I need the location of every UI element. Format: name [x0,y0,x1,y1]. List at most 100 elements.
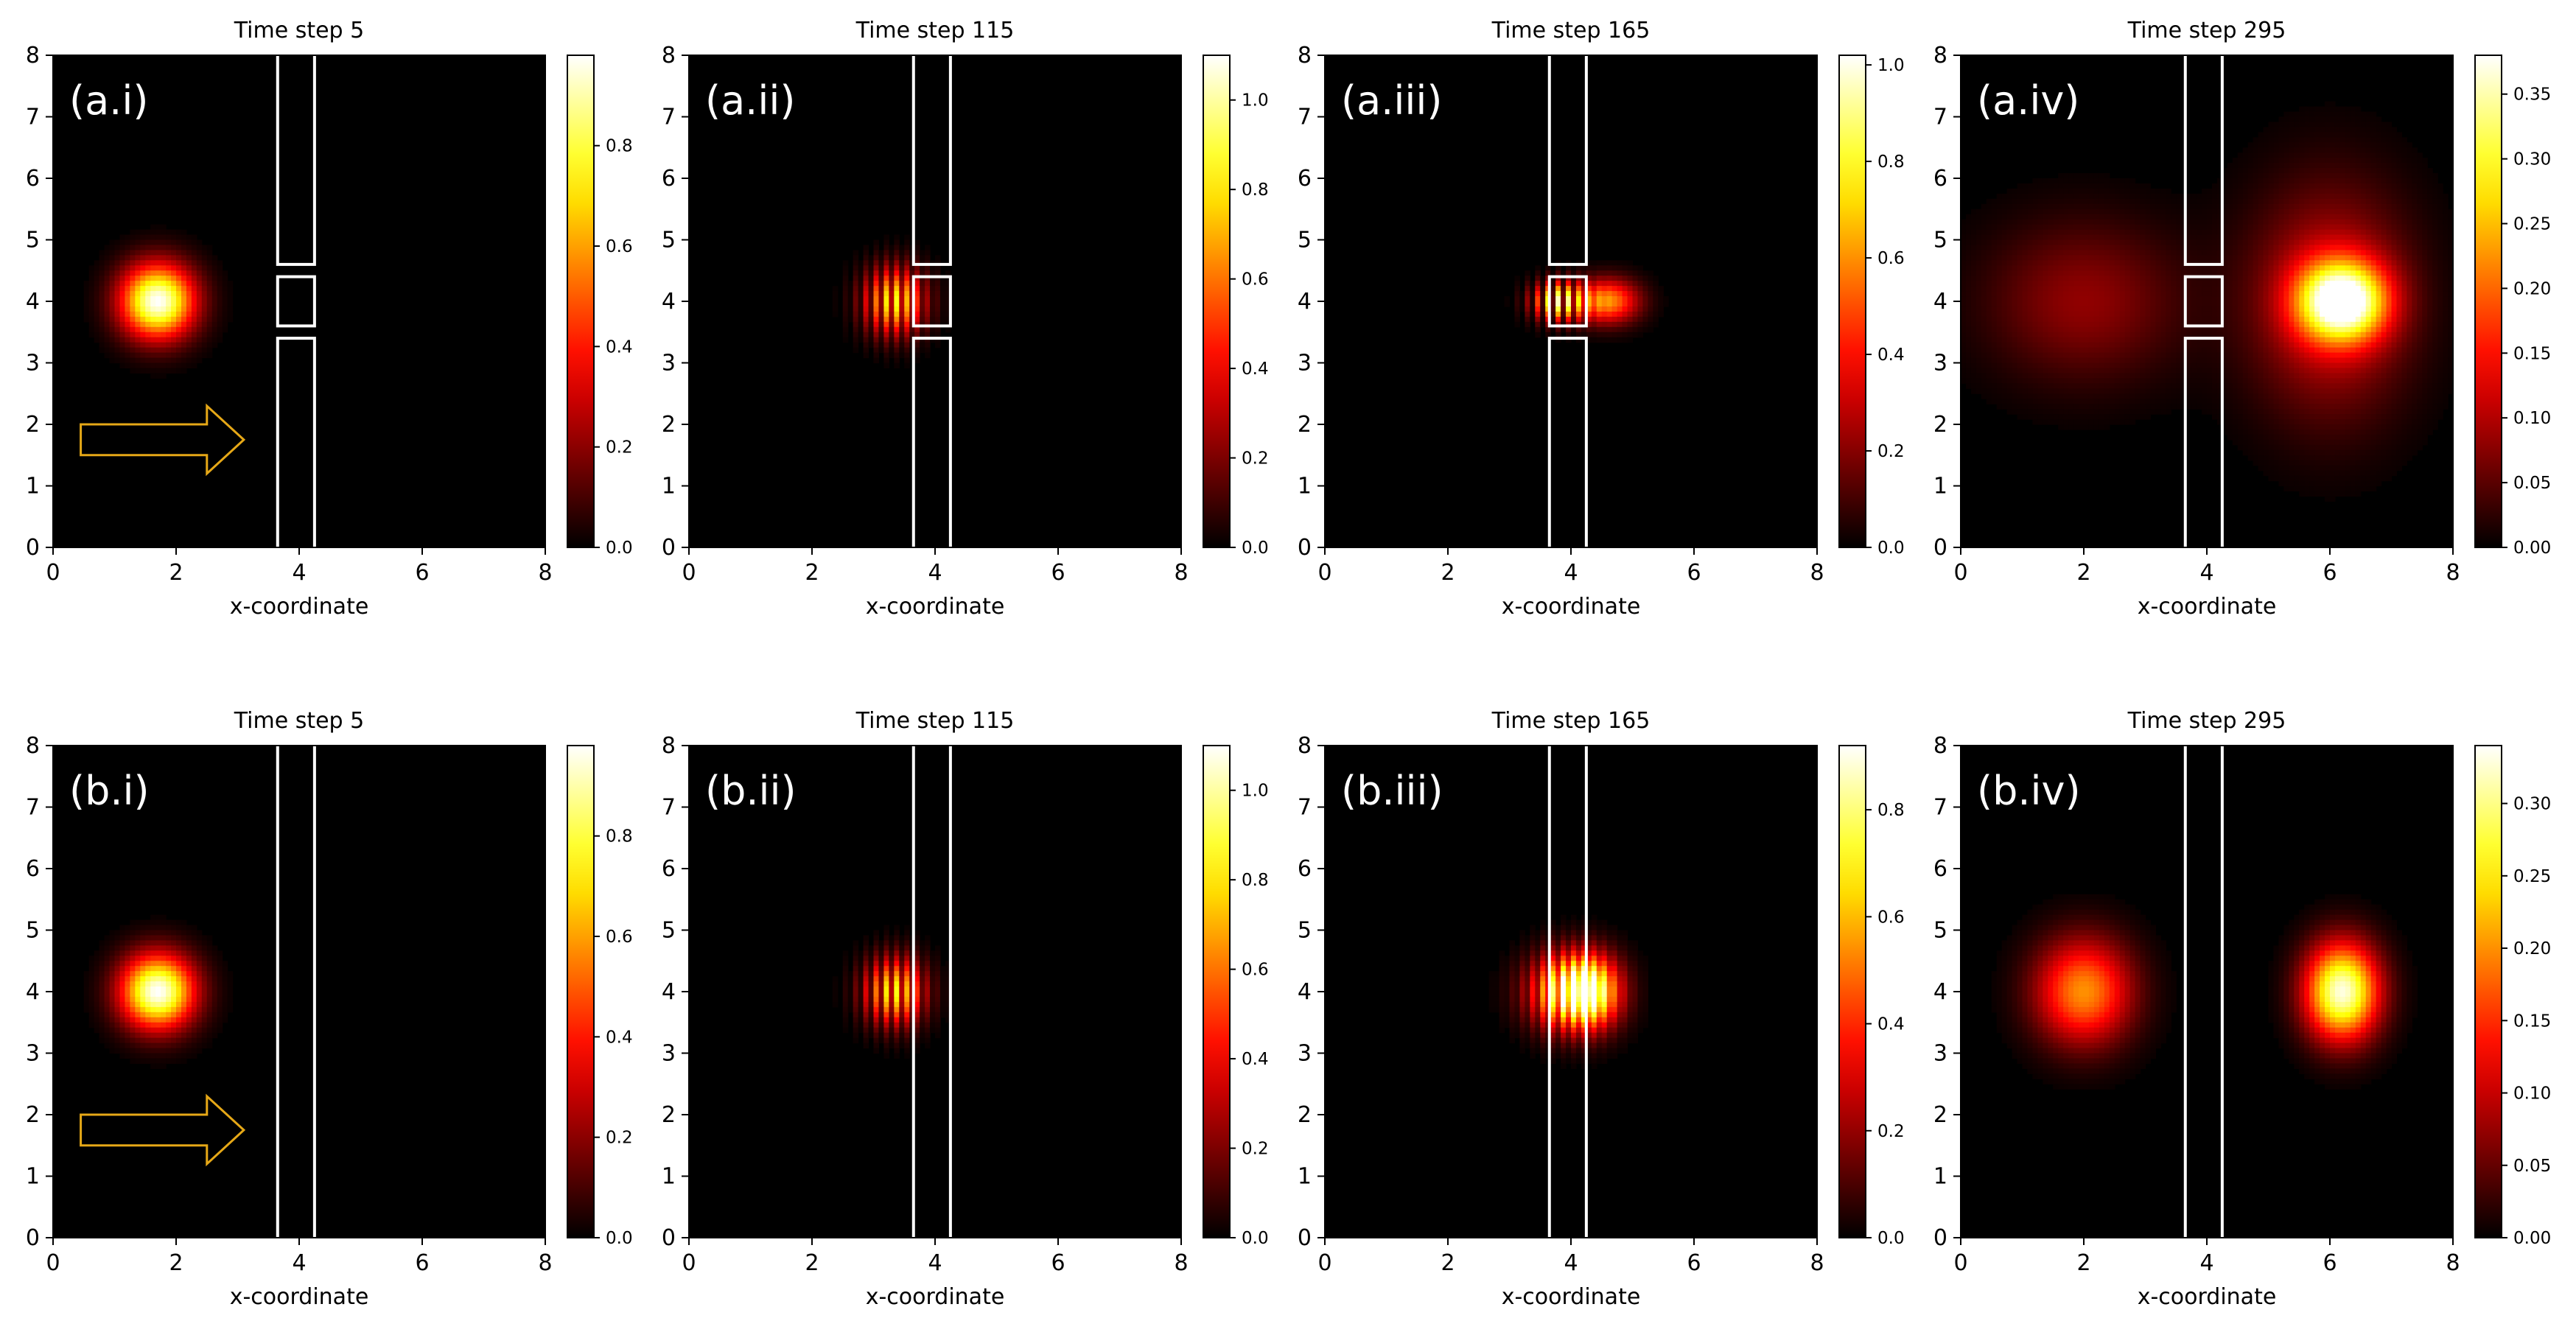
heatmap-cell [217,296,223,302]
heatmap-cell [2094,276,2100,281]
heatmap-cell [2320,225,2325,231]
heatmap-cell [2166,189,2171,194]
heatmap-cell [2366,225,2372,231]
heatmap-cell [2160,230,2166,236]
heatmap-cell [1571,281,1577,287]
heatmap-cell [2166,240,2171,246]
heatmap-cell [2392,194,2398,200]
heatmap-cell [150,270,156,276]
heatmap-cell [2345,122,2351,127]
heatmap-cell [2248,306,2254,312]
heatmap-cell [2104,312,2110,318]
heatmap-cell [2186,245,2192,250]
heatmap-cell [115,358,121,364]
heatmap-cell [2191,301,2197,307]
heatmap-cell [2422,183,2428,189]
heatmap-cell [186,255,192,261]
heatmap-cell [2027,332,2033,338]
heatmap-cell [119,291,125,297]
heatmap-cell [171,240,177,246]
heatmap-cell [171,281,177,287]
heatmap-cell [2032,265,2038,271]
heatmap-cell [2135,225,2141,231]
heatmap-cell [2063,235,2069,241]
heatmap-cell [2160,327,2166,333]
heatmap-cell [2427,265,2433,271]
heatmap-cell [181,255,187,261]
heatmap-cell [140,358,146,364]
heatmap-cell [1961,255,1967,261]
heatmap-cell [145,322,151,328]
heatmap-cell [843,322,849,328]
heatmap-cell [2351,255,2356,261]
heatmap-cell [2299,240,2305,246]
heatmap-cell [2351,250,2356,256]
heatmap-cell [2089,296,2095,302]
heatmap-cell [223,301,228,307]
heatmap-cell [883,276,889,281]
heatmap-cell [2227,250,2233,256]
heatmap-cell [1992,322,1998,328]
heatmap-cell [1607,265,1613,271]
heatmap-cell [115,265,121,271]
heatmap-cell [1540,296,1546,302]
heatmap-cell [2104,178,2110,184]
heatmap-cell [1987,322,1992,328]
heatmap-cell [2381,173,2387,179]
heatmap-cell [166,343,172,348]
heatmap-cell [2176,199,2182,205]
heatmap-cell [161,301,167,307]
heatmap-cell [2197,312,2202,318]
heatmap-cell [2401,194,2407,200]
heatmap-cell [2443,306,2449,312]
heatmap-cell [2120,245,2126,250]
heatmap-cell [1566,306,1572,312]
heatmap-cell [2007,276,2013,281]
heatmap-cell [212,270,218,276]
heatmap-cell [2294,286,2300,292]
heatmap-cell [2330,317,2336,323]
heatmap-cell [2422,158,2428,164]
heatmap-cell [119,296,125,302]
heatmap-cell [2243,173,2249,179]
heatmap-cell [2099,235,2105,241]
heatmap-cell [2141,312,2146,318]
heatmap-cell [1992,204,1998,210]
heatmap-cell [2371,163,2377,169]
heatmap-cell [843,286,849,292]
heatmap-cell [2130,312,2136,318]
heatmap-cell [889,270,895,276]
heatmap-cell [2376,132,2382,138]
heatmap-cell [202,317,208,323]
heatmap-cell [2376,230,2382,236]
heatmap-cell [2068,173,2074,179]
heatmap-cell [2053,199,2059,205]
heatmap-cell [2253,183,2259,189]
heatmap-cell [2037,245,2043,250]
heatmap-cell [2309,194,2315,200]
heatmap-cell [125,265,130,271]
heatmap-cell [2412,183,2418,189]
heatmap-cell [2135,312,2141,318]
heatmap-cell [150,327,156,333]
heatmap-cell [904,235,910,241]
heatmap-cell [1535,270,1541,276]
heatmap-cell [94,337,100,343]
heatmap-cell [2273,168,2279,174]
heatmap-cell [1597,322,1603,328]
heatmap-cell [1981,265,1987,271]
heatmap-cell [2073,281,2079,287]
heatmap-cell [2283,291,2289,297]
heatmap-cell [2392,291,2398,297]
heatmap-cell [2269,260,2275,266]
heatmap-cell [2084,270,2090,276]
heatmap-cell [2396,199,2402,205]
heatmap-cell [2335,225,2341,231]
heatmap-cell [2273,153,2279,158]
heatmap-cell [2212,183,2218,189]
heatmap-cell [2381,163,2387,169]
heatmap-cell [2125,225,2131,231]
heatmap-cell [2053,183,2059,189]
heatmap-cell [207,245,213,250]
heatmap-cell [2079,245,2085,250]
